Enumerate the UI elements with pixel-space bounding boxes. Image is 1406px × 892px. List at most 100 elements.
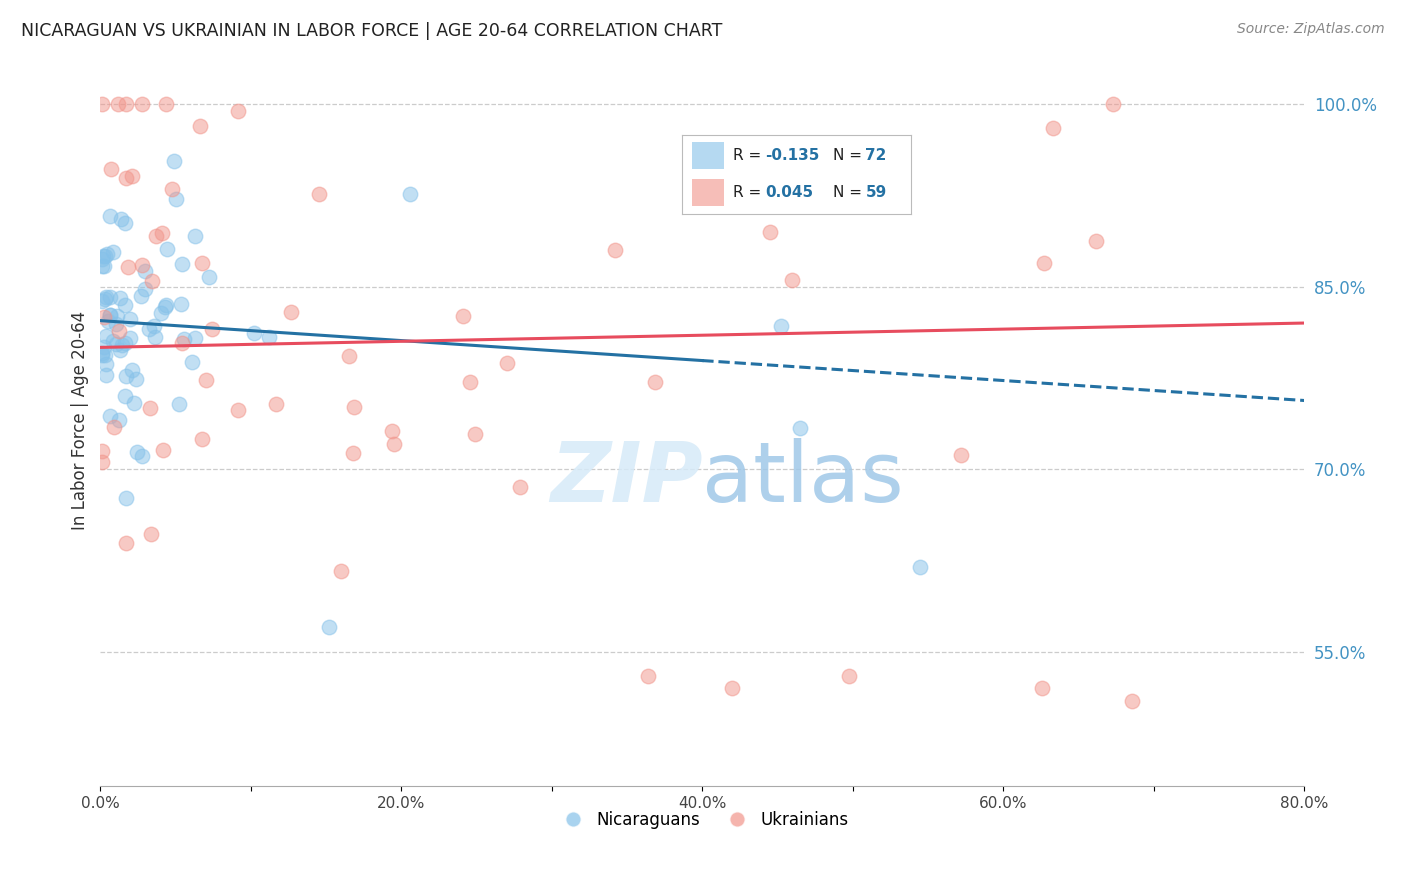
Point (644, 376, 666, 390)
Point (195, 373, 218, 387)
Point (155, 301, 177, 315)
Point (118, 331, 141, 345)
Point (117, 260, 139, 274)
Point (172, 335, 194, 350)
Point (382, 437, 405, 451)
Point (104, 317, 127, 331)
Point (318, 620, 340, 634)
Point (264, 397, 287, 411)
Text: 72: 72 (866, 148, 887, 163)
Point (90, 444, 112, 458)
Point (114, 335, 136, 350)
Point (94, 347, 117, 361)
Point (129, 289, 152, 303)
Point (180, 355, 202, 369)
Point (165, 192, 187, 206)
Point (131, 450, 153, 464)
Point (96, 328, 118, 343)
Point (138, 321, 160, 335)
Point (329, 564, 352, 578)
Point (337, 349, 360, 363)
Point (94, 368, 117, 382)
Point (152, 442, 174, 457)
Point (495, 356, 517, 370)
Point (1031, 681, 1053, 696)
Point (1101, 96, 1123, 111)
Point (125, 444, 148, 458)
Point (101, 334, 124, 349)
Text: Source: ZipAtlas.com: Source: ZipAtlas.com (1237, 22, 1385, 37)
Point (308, 187, 330, 202)
Point (121, 362, 143, 376)
Point (93, 310, 115, 325)
Point (152, 226, 174, 240)
Point (145, 229, 167, 244)
Point (90, 96, 112, 111)
Point (91, 346, 114, 360)
Point (908, 559, 931, 574)
Point (257, 330, 280, 344)
Point (115, 536, 138, 550)
Point (94, 357, 117, 371)
Point (120, 311, 142, 326)
Point (107, 96, 129, 111)
Point (163, 153, 186, 168)
Point (1032, 256, 1054, 270)
Point (98, 309, 121, 323)
Point (769, 319, 792, 334)
Point (134, 263, 156, 277)
Point (121, 169, 143, 184)
Y-axis label: In Labor Force | Age 20-64: In Labor Force | Age 20-64 (72, 311, 89, 530)
Point (139, 401, 162, 415)
Point (950, 448, 973, 462)
Point (100, 409, 122, 423)
Point (243, 326, 266, 340)
Point (143, 329, 166, 343)
Point (91, 249, 114, 263)
Point (94, 292, 117, 306)
Point (139, 527, 162, 541)
Point (173, 332, 195, 346)
Point (342, 446, 364, 460)
Point (115, 491, 138, 505)
Point (191, 256, 214, 270)
Point (170, 297, 193, 311)
Bar (692, 143, 724, 169)
Point (160, 181, 183, 195)
Point (789, 421, 811, 435)
Point (94, 249, 117, 263)
Point (141, 274, 163, 288)
Point (156, 242, 179, 256)
Point (111, 338, 134, 352)
Point (94, 290, 117, 304)
Point (114, 298, 136, 312)
Point (464, 426, 486, 441)
Point (150, 306, 173, 320)
Point (108, 324, 131, 338)
Point (114, 369, 136, 384)
Point (1085, 234, 1108, 248)
Point (721, 681, 744, 696)
Text: ZIP: ZIP (550, 438, 702, 519)
Text: -0.135: -0.135 (765, 148, 820, 163)
Point (96, 247, 118, 261)
Point (184, 331, 207, 345)
Point (398, 187, 420, 202)
Point (115, 170, 138, 185)
Point (280, 305, 302, 319)
Point (197, 270, 219, 285)
Point (758, 226, 780, 240)
Point (108, 291, 131, 305)
Point (343, 400, 366, 414)
Bar (692, 178, 724, 205)
Point (169, 397, 191, 411)
Point (188, 119, 211, 133)
Point (110, 211, 132, 226)
Point (105, 336, 128, 351)
Point (637, 669, 659, 683)
Text: NICARAGUAN VS UKRAINIAN IN LABOR FORCE | AGE 20-64 CORRELATION CHART: NICARAGUAN VS UKRAINIAN IN LABOR FORCE |… (21, 22, 723, 40)
Text: R =: R = (733, 185, 766, 200)
Point (191, 432, 214, 446)
Point (838, 669, 860, 683)
Text: 0.045: 0.045 (765, 185, 813, 200)
